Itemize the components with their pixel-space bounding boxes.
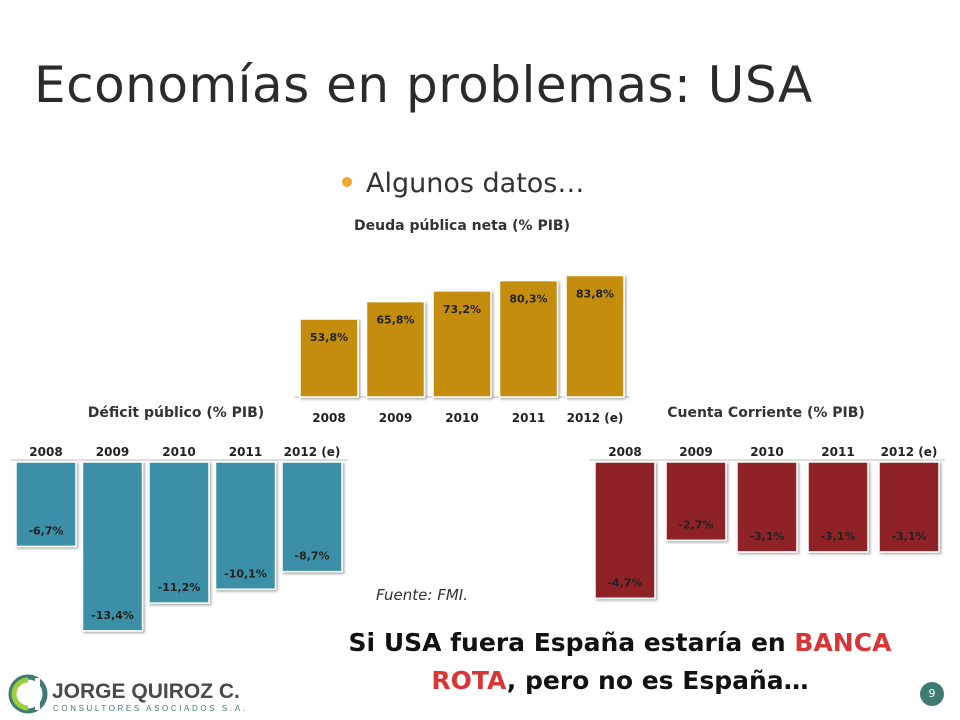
tick-label: 2010 bbox=[445, 411, 478, 425]
bar bbox=[736, 461, 798, 553]
data-label: 73,2% bbox=[443, 303, 481, 316]
data-label: -11,2% bbox=[158, 581, 201, 594]
data-label: 65,8% bbox=[376, 314, 414, 327]
bar bbox=[807, 461, 869, 553]
tick-label: 2010 bbox=[162, 445, 195, 459]
logo-name: JORGE QUIROZ C. bbox=[52, 680, 240, 703]
data-label: 80,3% bbox=[509, 293, 547, 306]
tick-label: 2010 bbox=[750, 445, 783, 459]
data-label: -6,7% bbox=[28, 524, 63, 537]
bar bbox=[214, 461, 277, 591]
data-label: -3,1% bbox=[891, 530, 926, 543]
bar bbox=[15, 461, 77, 548]
bar bbox=[365, 300, 426, 398]
tick-label: 2008 bbox=[312, 411, 345, 425]
bar bbox=[665, 461, 727, 542]
data-label: -3,1% bbox=[820, 530, 855, 543]
conclusion-highlight-rota: ROTA bbox=[431, 666, 507, 695]
bar bbox=[878, 461, 940, 553]
data-label: 53,8% bbox=[310, 331, 348, 344]
bar bbox=[81, 461, 144, 632]
logo-mark-icon: JORGE QUIROZ C. CONSULTORES ASOCIADOS S.… bbox=[8, 674, 247, 714]
chart-title: Cuenta Corriente (% PIB) bbox=[667, 405, 865, 421]
tick-label: 2012 (e) bbox=[567, 411, 624, 425]
bar bbox=[281, 461, 343, 573]
data-label: -2,7% bbox=[678, 518, 713, 531]
tick-label: 2011 bbox=[512, 411, 545, 425]
data-label: -8,7% bbox=[294, 550, 329, 563]
bullet-item: Algunos datos… bbox=[342, 168, 584, 199]
tick-label: 2009 bbox=[379, 411, 412, 425]
company-logo: JORGE QUIROZ C. CONSULTORES ASOCIADOS S.… bbox=[8, 672, 248, 716]
tick-label: 2011 bbox=[821, 445, 854, 459]
chart-title: Déficit público (% PIB) bbox=[88, 405, 264, 421]
tick-label: 2008 bbox=[608, 445, 641, 459]
tick-label: 2009 bbox=[96, 445, 129, 459]
conclusion-part1: Si USA fuera España estaría en bbox=[348, 628, 795, 657]
data-label: -3,1% bbox=[749, 530, 784, 543]
logo-subtitle: CONSULTORES ASOCIADOS S.A. bbox=[53, 704, 247, 713]
conclusion-part2: , pero no es España… bbox=[506, 666, 809, 695]
bullet-dot-icon bbox=[342, 176, 352, 187]
bullet-text: Algunos datos… bbox=[366, 168, 585, 199]
tick-label: 2009 bbox=[679, 445, 712, 459]
tick-label: 2012 (e) bbox=[881, 445, 938, 459]
tick-label: 2012 (e) bbox=[284, 445, 341, 459]
bar bbox=[299, 318, 359, 398]
bar bbox=[148, 461, 210, 604]
chart-title: Deuda pública neta (% PIB) bbox=[354, 218, 570, 234]
conclusion-text: Si USA fuera España estaría en BANCA ROT… bbox=[300, 624, 940, 700]
data-label: -10,1% bbox=[224, 567, 267, 580]
slide-title: Economías en problemas: USA bbox=[34, 56, 813, 114]
source-note: Fuente: FMI. bbox=[376, 586, 468, 604]
page-number-badge: 9 bbox=[920, 682, 944, 706]
bar bbox=[565, 274, 625, 398]
tick-label: 2008 bbox=[29, 445, 62, 459]
bar bbox=[498, 279, 559, 398]
tick-label: 2011 bbox=[229, 445, 262, 459]
bar bbox=[432, 290, 492, 398]
bar bbox=[594, 461, 656, 600]
data-label: -4,7% bbox=[607, 576, 642, 589]
data-label: -13,4% bbox=[91, 609, 134, 622]
conclusion-highlight-banca: BANCA bbox=[794, 628, 892, 657]
data-label: 83,8% bbox=[576, 287, 614, 300]
